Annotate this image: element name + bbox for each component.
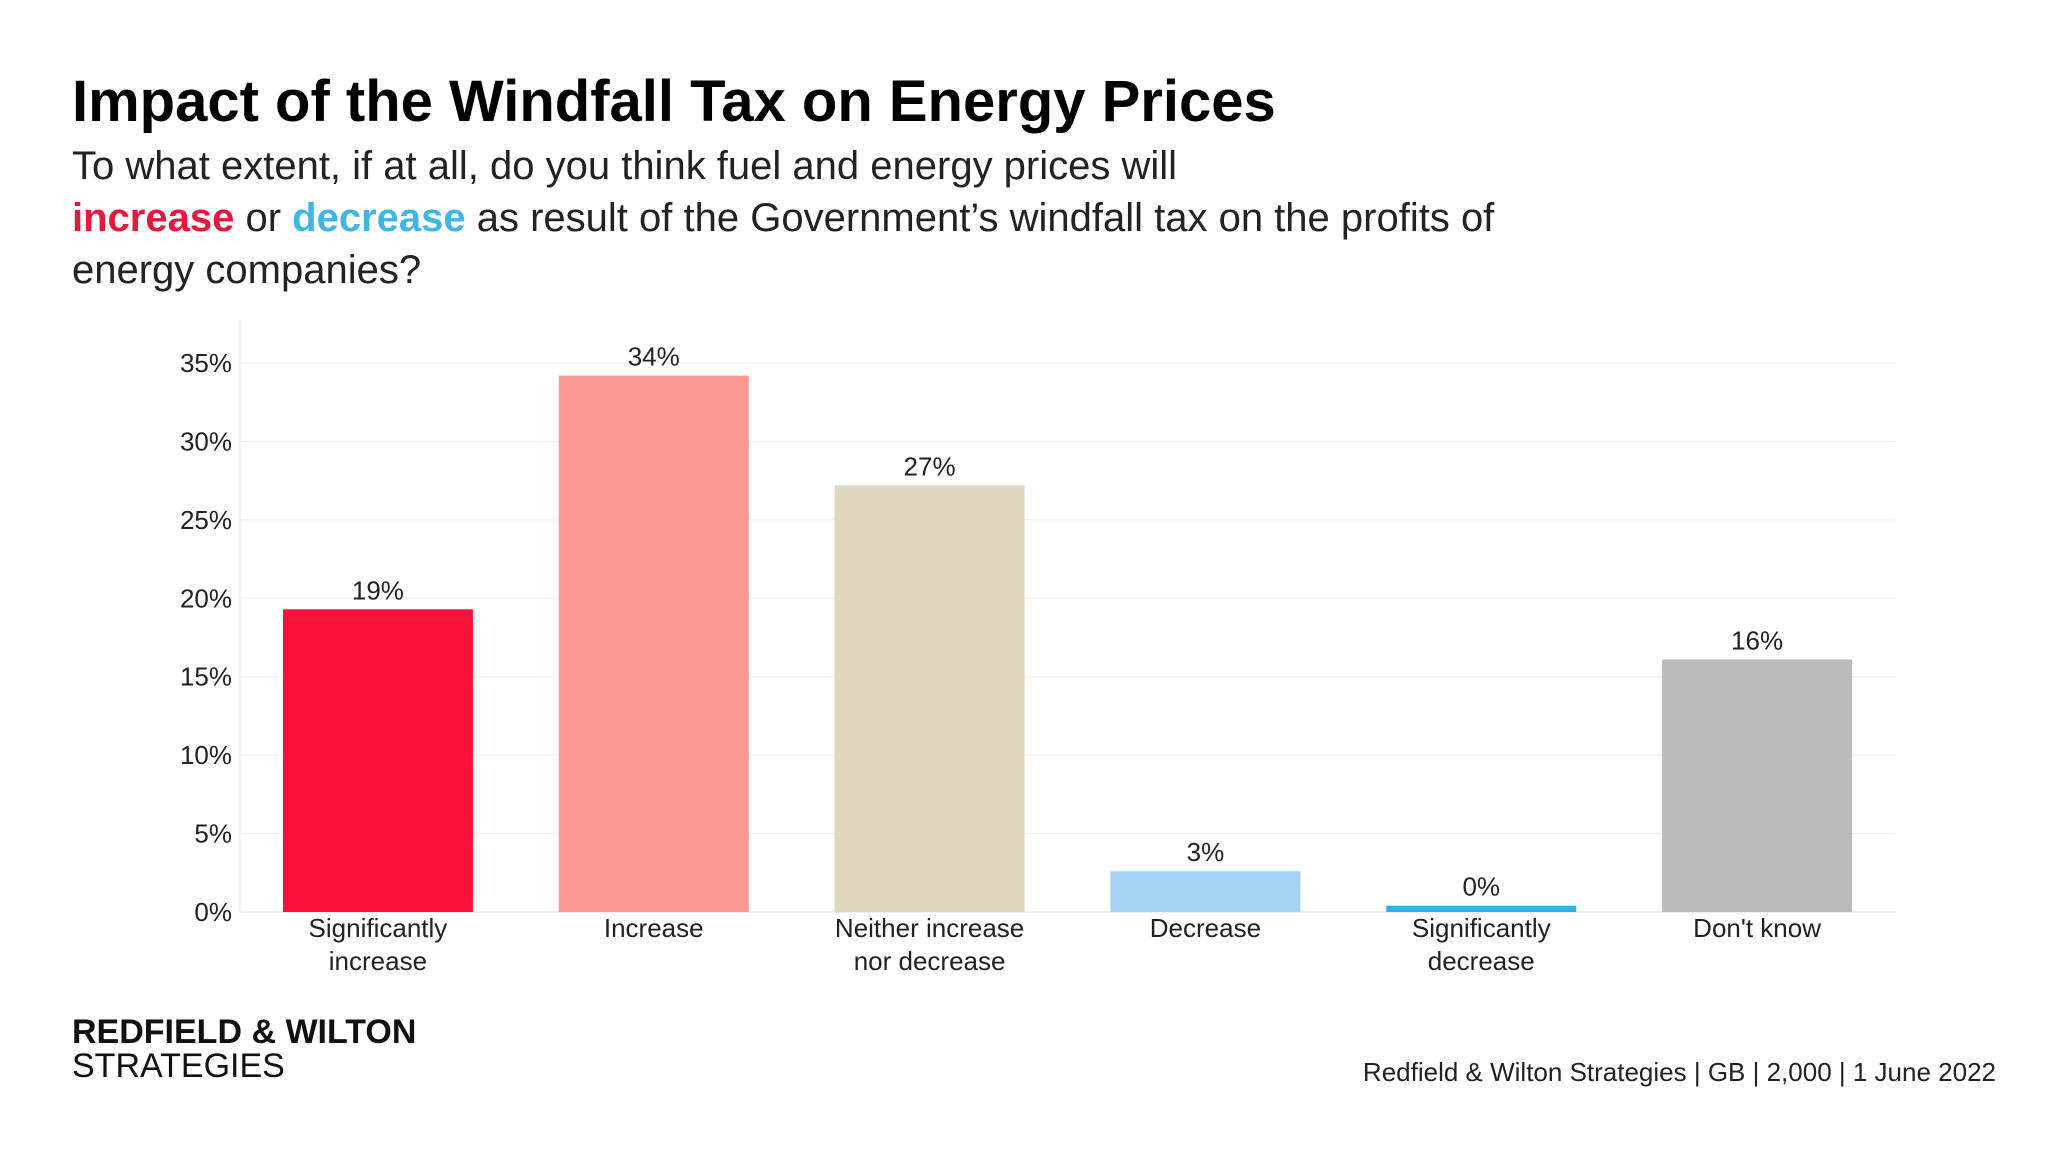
question-text-end: as result of the Government’s windfall t… xyxy=(72,196,1495,292)
x-tick-label: Significantly xyxy=(309,913,448,943)
brand-logo: REDFIELD & WILTON STRATEGIES xyxy=(72,1015,416,1083)
x-tick-label: Significantly xyxy=(1412,913,1551,943)
bar xyxy=(282,609,473,912)
chart-title: Impact of the Windfall Tax on Energy Pri… xyxy=(72,69,1276,134)
data-label: 27% xyxy=(904,451,956,481)
brand-name: REDFIELD & WILTON xyxy=(72,1013,417,1051)
y-tick-label: 35% xyxy=(180,348,232,378)
y-tick-label: 0% xyxy=(194,897,232,927)
data-label: 19% xyxy=(352,575,404,605)
x-tick-label: Increase xyxy=(604,913,704,943)
bar xyxy=(834,485,1025,912)
y-tick-label: 25% xyxy=(180,505,232,535)
increase-highlight: increase xyxy=(72,196,235,240)
y-tick-label: 10% xyxy=(180,740,232,770)
y-tick-label: 15% xyxy=(180,662,232,692)
data-label: 3% xyxy=(1187,837,1225,867)
x-tick-label: nor decrease xyxy=(854,946,1006,976)
y-tick-label: 5% xyxy=(194,819,232,849)
decrease-highlight: decrease xyxy=(292,196,466,240)
x-tick-label: increase xyxy=(329,946,427,976)
bar xyxy=(558,375,749,912)
question-text-start: To what extent, if at all, do you think … xyxy=(72,144,1178,188)
question-text-mid: or xyxy=(234,196,293,240)
y-tick-label: 20% xyxy=(180,583,232,613)
data-label: 0% xyxy=(1462,872,1500,902)
brand-subtitle: STRATEGIES xyxy=(72,1047,285,1085)
bar xyxy=(1110,871,1301,912)
x-tick-label: decrease xyxy=(1428,946,1535,976)
x-tick-label: Neither increase xyxy=(835,913,1024,943)
bar xyxy=(1662,659,1853,912)
bar xyxy=(1386,905,1577,912)
source-note: Redfield & Wilton Strategies | GB | 2,00… xyxy=(1362,1057,1996,1087)
x-tick-label: Don't know xyxy=(1693,913,1821,943)
y-tick-label: 30% xyxy=(180,426,232,456)
data-label: 34% xyxy=(628,342,680,372)
x-tick-label: Decrease xyxy=(1150,913,1261,943)
survey-question: To what extent, if at all, do you think … xyxy=(72,140,1512,296)
data-label: 16% xyxy=(1731,625,1783,655)
